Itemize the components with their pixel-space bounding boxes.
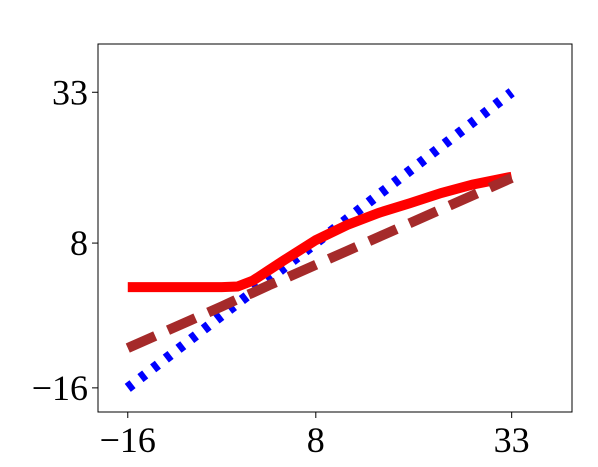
series-line <box>124 88 515 392</box>
x-tick-label: 33 <box>494 420 530 460</box>
series-line <box>127 171 513 293</box>
y-tick-label: 8 <box>70 223 88 263</box>
x-tick-label: 8 <box>307 420 325 460</box>
x-tick-label: −16 <box>100 420 156 460</box>
y-tick-label: 33 <box>52 72 88 112</box>
series-line <box>125 173 514 353</box>
y-tick-label: −16 <box>32 368 88 408</box>
plot-frame <box>97 43 573 413</box>
